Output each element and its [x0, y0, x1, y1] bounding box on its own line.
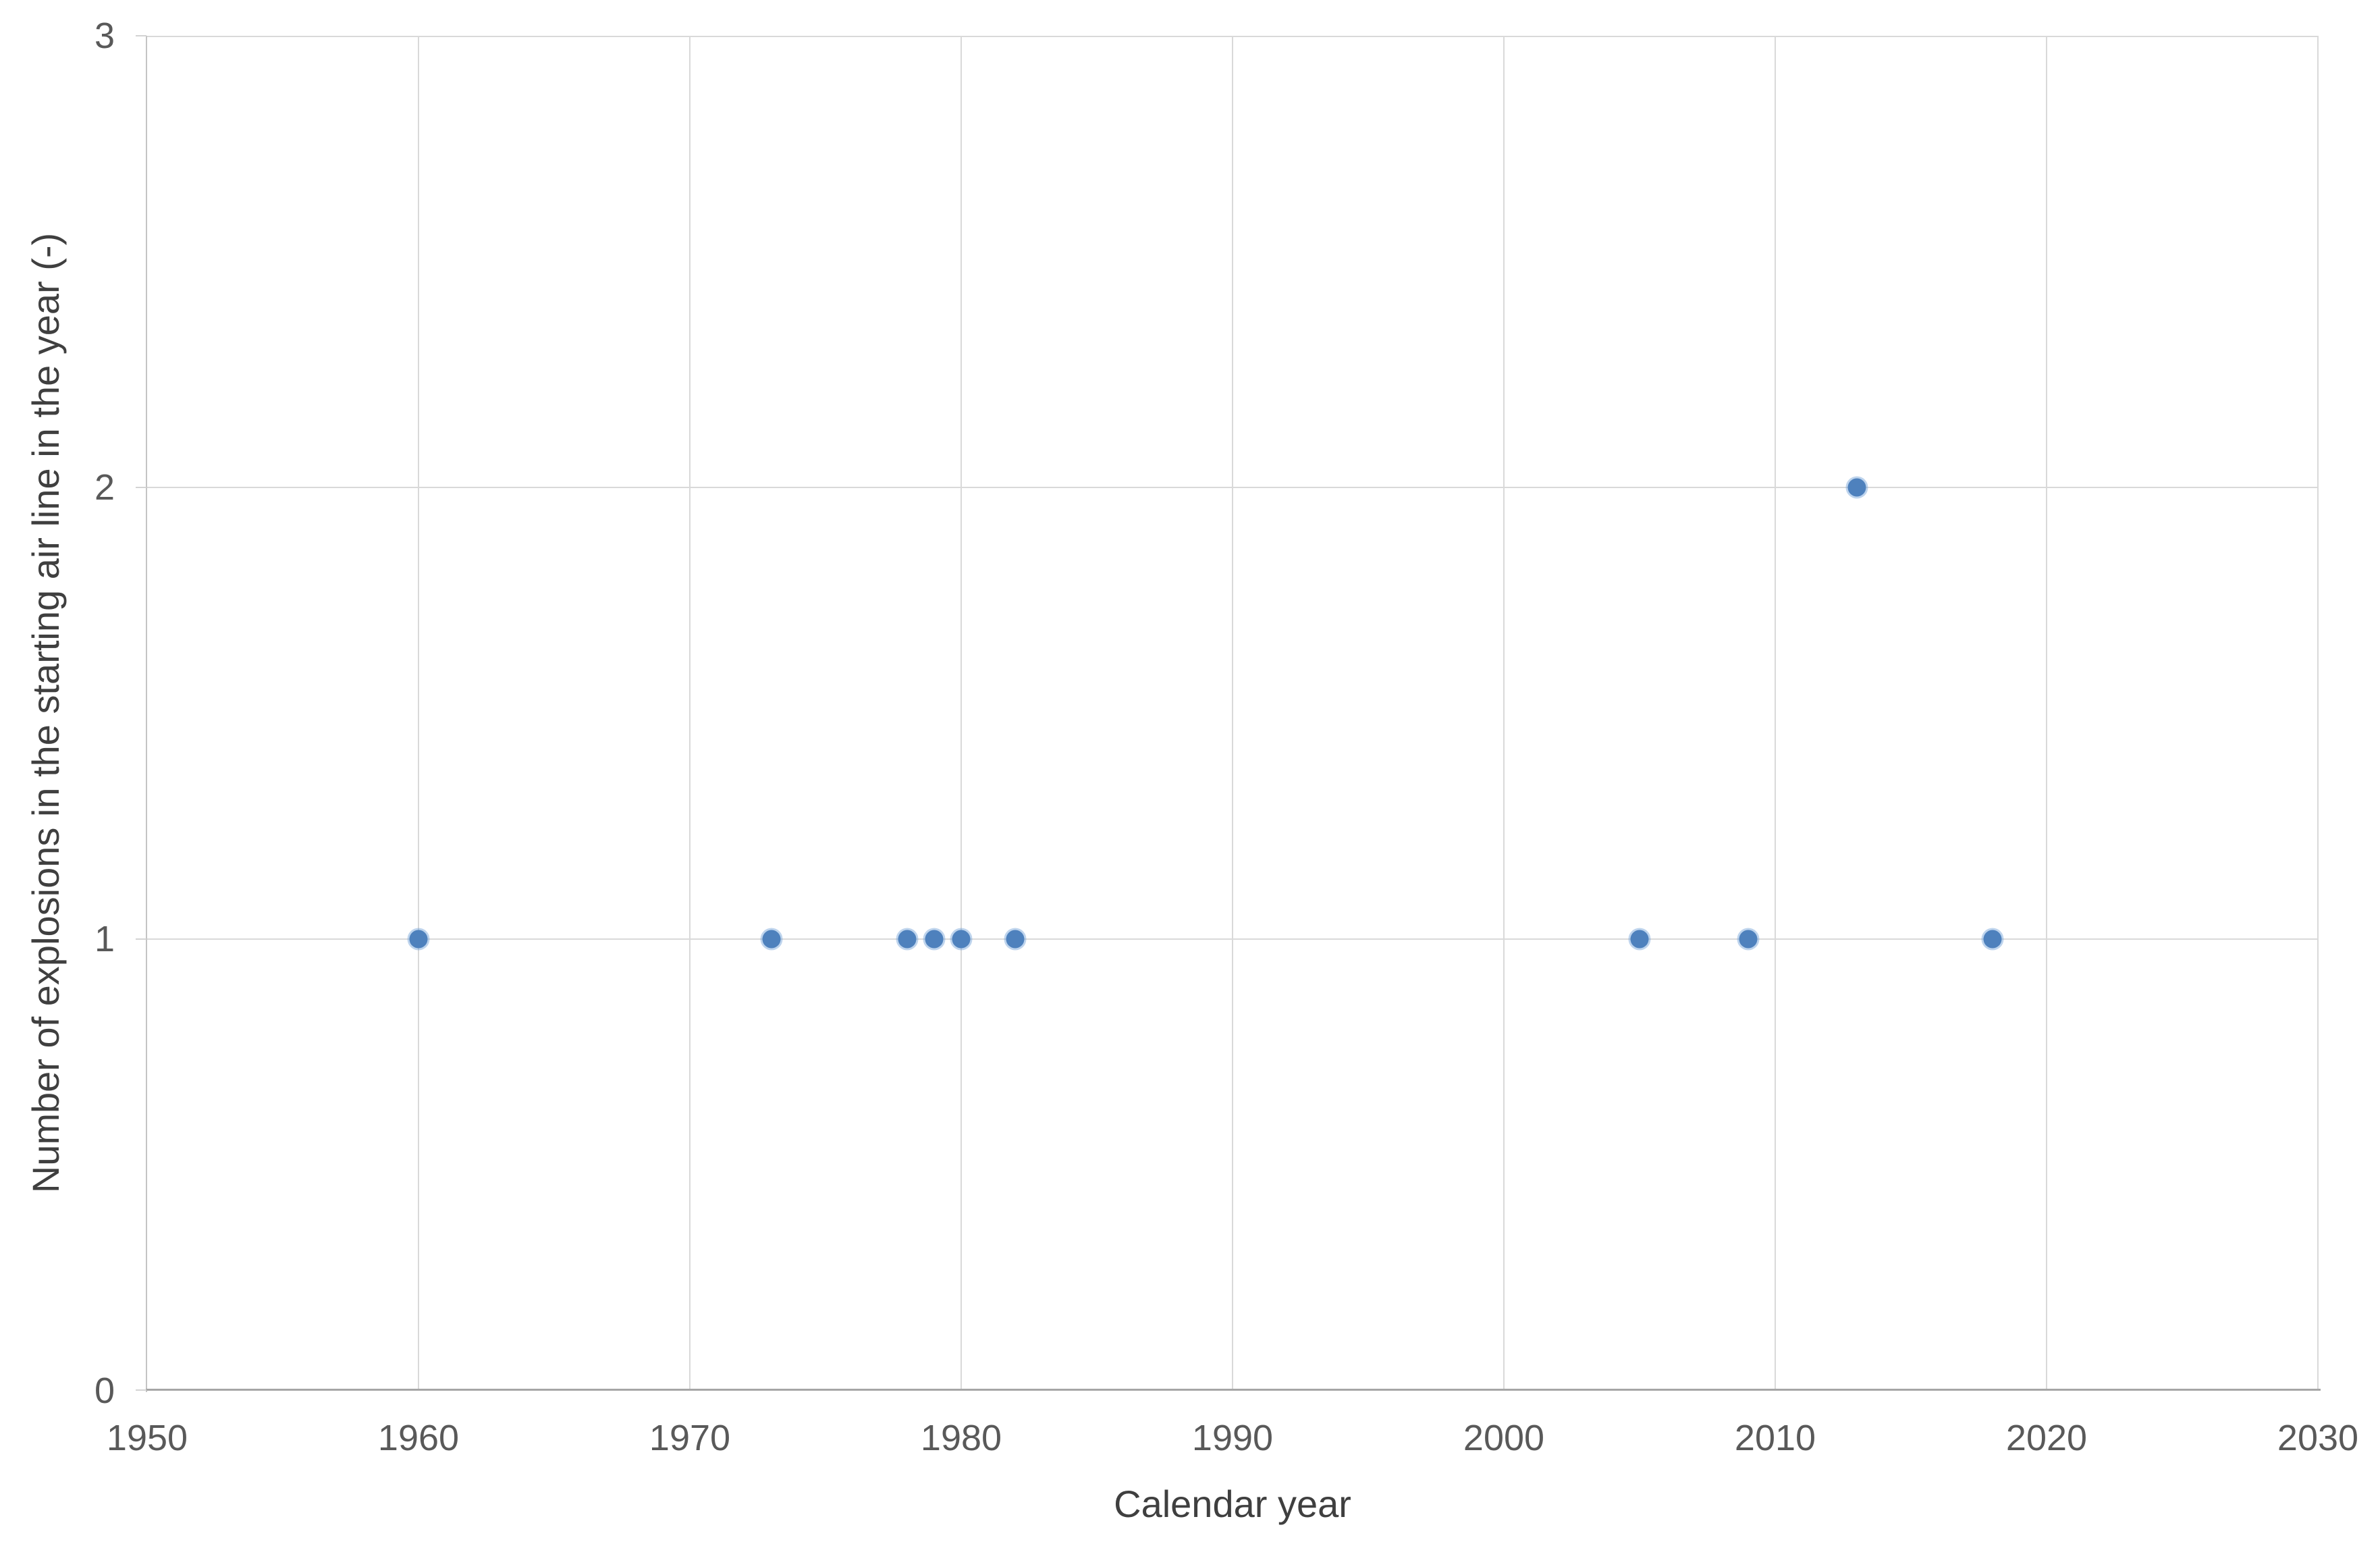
y-tick-label: 2	[94, 467, 115, 508]
vertical-gridline	[2046, 36, 2047, 1391]
y-tick-mark	[136, 35, 146, 36]
vertical-gridline	[2317, 36, 2319, 1391]
vertical-gridline	[418, 36, 419, 1391]
vertical-gridline	[689, 36, 691, 1391]
data-point	[952, 930, 971, 949]
x-axis-line	[146, 1389, 2321, 1391]
y-tick-label: 0	[94, 1370, 115, 1411]
vertical-gridline	[1775, 36, 1776, 1391]
x-tick-label: 2020	[2005, 1418, 2088, 1458]
data-point	[1739, 930, 1758, 949]
y-axis-line	[146, 36, 147, 1392]
horizontal-gridline	[147, 36, 2318, 37]
x-tick-label: 1980	[920, 1418, 1002, 1458]
x-tick-label: 2010	[1734, 1418, 1816, 1458]
horizontal-gridline	[147, 487, 2318, 488]
y-tick-mark	[136, 487, 146, 488]
x-tick-label: 1950	[106, 1418, 188, 1458]
x-tick-label: 2030	[2277, 1418, 2359, 1458]
data-point	[1847, 478, 1866, 497]
vertical-gridline	[961, 36, 962, 1391]
y-axis-title: Number of explosions in the starting air…	[24, 232, 67, 1194]
y-tick-mark	[136, 938, 146, 940]
data-point	[1630, 930, 1649, 949]
data-point	[925, 930, 944, 949]
x-tick-label: 2000	[1463, 1418, 1545, 1458]
data-point	[1983, 930, 2002, 949]
data-point	[409, 930, 428, 949]
x-axis-title: Calendar year	[1114, 1483, 1351, 1525]
y-tick-label: 1	[94, 919, 115, 959]
data-point	[1006, 930, 1025, 949]
y-tick-mark	[136, 1389, 146, 1391]
data-point	[898, 930, 917, 949]
y-tick-label: 3	[94, 16, 115, 56]
vertical-gridline	[1503, 36, 1505, 1391]
x-tick-label: 1960	[377, 1418, 460, 1458]
vertical-gridline	[1232, 36, 1233, 1391]
x-tick-label: 1990	[1191, 1418, 1274, 1458]
x-tick-label: 1970	[649, 1418, 731, 1458]
horizontal-gridline	[147, 938, 2318, 940]
plot-area	[147, 36, 2319, 1391]
data-point	[762, 930, 781, 949]
